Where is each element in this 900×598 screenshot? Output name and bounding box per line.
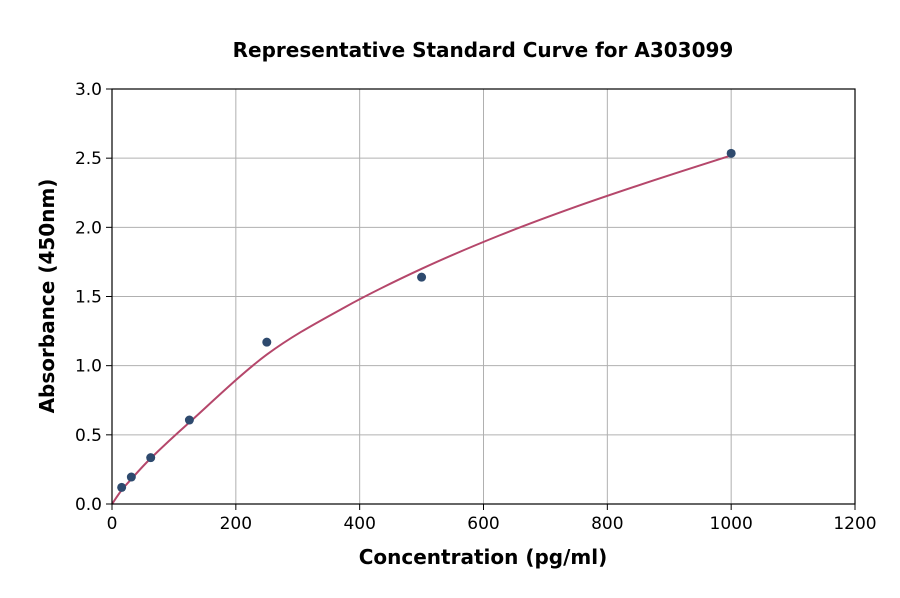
x-tick-label: 400 bbox=[343, 514, 375, 534]
x-tick-label: 1200 bbox=[833, 514, 876, 534]
chart-title: Representative Standard Curve for A30309… bbox=[233, 38, 734, 62]
y-tick-label: 2.5 bbox=[75, 149, 102, 169]
data-point bbox=[262, 337, 272, 347]
x-axis-label: Concentration (pg/ml) bbox=[359, 545, 608, 569]
x-tick-label: 600 bbox=[467, 514, 499, 534]
data-point bbox=[126, 472, 136, 482]
data-point bbox=[726, 148, 736, 158]
fit-curve bbox=[111, 154, 732, 505]
data-point bbox=[417, 272, 427, 282]
y-tick-label: 0.5 bbox=[75, 426, 102, 446]
y-tick-label: 3.0 bbox=[75, 80, 102, 100]
data-point bbox=[146, 453, 156, 463]
y-tick-label: 1.5 bbox=[75, 288, 102, 308]
plot-frame bbox=[111, 88, 856, 505]
data-point bbox=[117, 482, 127, 492]
x-tick-label: 0 bbox=[107, 514, 118, 534]
y-tick-label: 2.0 bbox=[75, 218, 102, 238]
x-tick-label: 1000 bbox=[710, 514, 753, 534]
y-axis-label: Absorbance (450nm) bbox=[35, 179, 59, 414]
y-tick-label: 0.0 bbox=[75, 495, 102, 515]
data-point bbox=[184, 415, 194, 425]
x-tick-label: 800 bbox=[591, 514, 623, 534]
x-tick-label: 200 bbox=[220, 514, 252, 534]
y-tick-label: 1.0 bbox=[75, 357, 102, 377]
